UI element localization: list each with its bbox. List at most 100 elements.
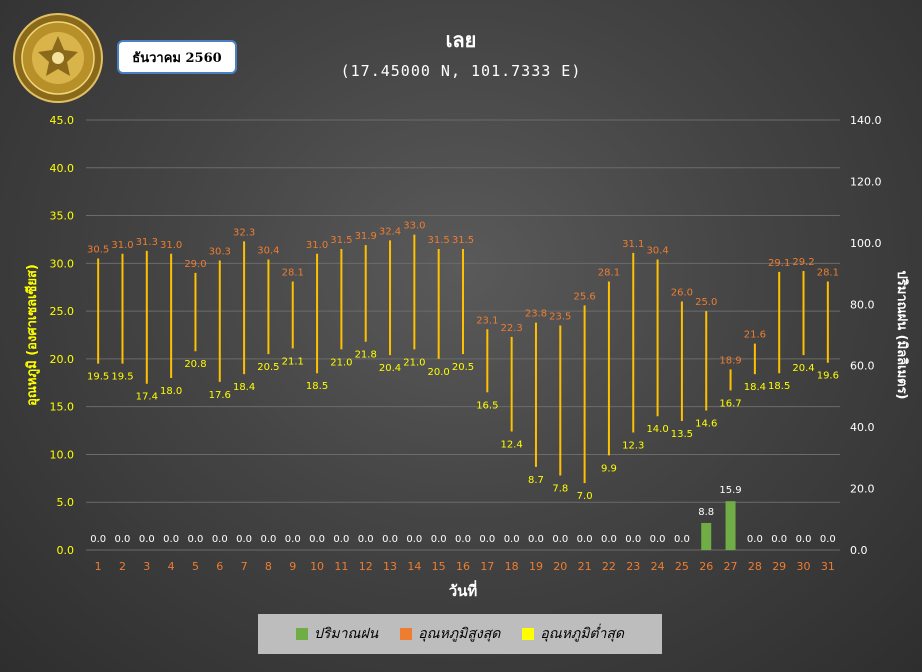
rain-value-label: 0.0	[552, 534, 568, 545]
x-tick-label: 27	[724, 560, 738, 573]
x-axis-label: วันที่	[449, 580, 478, 600]
rain-bar	[725, 501, 736, 550]
max-temp-label: 23.8	[525, 309, 547, 320]
y-tick-label-right: 100.0	[850, 237, 882, 250]
min-temp-label: 7.8	[552, 483, 568, 494]
min-temp-label: 18.5	[768, 381, 790, 392]
x-tick-label: 3	[143, 560, 150, 573]
x-tick-label: 6	[216, 560, 223, 573]
max-temp-label: 31.9	[355, 231, 377, 242]
min-temp-label: 21.0	[403, 357, 425, 368]
x-tick-label: 26	[699, 560, 713, 573]
rain-value-label: 8.8	[698, 507, 714, 518]
max-temp-label: 18.9	[719, 355, 741, 366]
rain-value-label: 0.0	[625, 534, 641, 545]
y-tick-label-left: 45.0	[50, 114, 75, 127]
x-tick-label: 24	[651, 560, 665, 573]
min-temp-label: 20.4	[792, 363, 814, 374]
min-temp-label: 21.0	[330, 357, 352, 368]
min-temp-label: 21.8	[355, 350, 377, 361]
rain-value-label: 0.0	[187, 534, 203, 545]
max-temp-label: 22.3	[501, 323, 523, 334]
y-tick-label-left: 0.0	[57, 544, 75, 557]
min-temp-label: 18.4	[233, 382, 255, 393]
y-axis-label-left: อุณหภูมิ (องศาเซลเซียส)	[24, 264, 40, 406]
x-tick-label: 5	[192, 560, 199, 573]
y-tick-label-left: 5.0	[57, 496, 75, 509]
max-temp-label: 23.1	[476, 315, 498, 326]
y-tick-label-left: 10.0	[50, 448, 75, 461]
rain-value-label: 0.0	[796, 534, 812, 545]
max-temp-label: 28.1	[282, 267, 304, 278]
y-tick-label-left: 30.0	[50, 257, 75, 270]
y-tick-label-right: 140.0	[850, 114, 882, 127]
meteorological-department-seal-icon	[13, 13, 103, 103]
x-tick-label: 22	[602, 560, 616, 573]
y-tick-label-right: 60.0	[850, 360, 875, 373]
min-temp-label: 17.4	[136, 392, 158, 403]
max-temp-label: 31.5	[452, 235, 474, 246]
legend-item-rain: ปริมาณฝน	[295, 623, 378, 645]
max-temp-label: 31.5	[330, 235, 352, 246]
x-tick-label: 7	[241, 560, 248, 573]
legend-item-min-temp: อุณหภูมิต่ำสุด	[522, 623, 624, 645]
y-tick-label-left: 20.0	[50, 353, 75, 366]
y-tick-label-left: 15.0	[50, 401, 75, 414]
legend-label-max-temp: อุณหภูมิสูงสุด	[418, 626, 501, 642]
y-axis-label-right: ปริมาณฝน (มิลลิเมตร)	[894, 270, 909, 399]
max-temp-label: 30.4	[646, 246, 668, 257]
max-temp-label: 31.1	[622, 239, 644, 250]
rain-value-label: 0.0	[820, 534, 836, 545]
max-temp-label: 31.0	[306, 240, 328, 251]
rain-value-label: 0.0	[163, 534, 179, 545]
rain-bar	[701, 522, 712, 550]
x-tick-label: 23	[626, 560, 640, 573]
y-tick-label-right: 20.0	[850, 483, 875, 496]
rain-value-label: 0.0	[285, 534, 301, 545]
min-temp-label: 12.3	[622, 440, 644, 451]
rain-value-label: 0.0	[528, 534, 544, 545]
legend-item-max-temp: อุณหภูมิสูงสุด	[400, 623, 500, 645]
x-tick-label: 9	[289, 560, 296, 573]
max-temp-label: 28.1	[598, 267, 620, 278]
x-tick-label: 20	[553, 560, 567, 573]
rain-value-label: 0.0	[90, 534, 106, 545]
min-temp-label: 8.7	[528, 475, 544, 486]
min-temp-label: 19.5	[111, 372, 133, 383]
min-temp-label: 18.0	[160, 386, 182, 397]
y-tick-label-left: 35.0	[50, 210, 75, 223]
max-temp-label: 29.1	[768, 258, 790, 269]
rain-value-label: 0.0	[577, 534, 593, 545]
legend-label-min-temp: อุณหภูมิต่ำสุด	[540, 626, 625, 642]
chart-legend: ปริมาณฝน อุณหภูมิสูงสุด อุณหภูมิต่ำสุด	[258, 614, 662, 654]
min-temp-label: 20.4	[379, 363, 401, 374]
rain-value-label: 0.0	[115, 534, 131, 545]
rain-value-label: 0.0	[747, 534, 763, 545]
month-label: ธันวาคม 2560	[117, 40, 237, 74]
min-temp-label: 14.0	[646, 424, 668, 435]
legend-swatch-min-temp	[522, 628, 535, 640]
x-tick-label: 15	[432, 560, 446, 573]
max-temp-label: 33.0	[403, 221, 425, 232]
max-temp-label: 29.0	[184, 259, 206, 270]
y-tick-label-right: 40.0	[850, 421, 875, 434]
rain-value-label: 0.0	[139, 534, 155, 545]
x-tick-label: 12	[359, 560, 373, 573]
rain-value-label: 0.0	[601, 534, 617, 545]
x-tick-label: 28	[748, 560, 762, 573]
x-tick-label: 16	[456, 560, 470, 573]
max-temp-label: 32.4	[379, 226, 401, 237]
rain-value-label: 0.0	[455, 534, 471, 545]
x-tick-label: 31	[821, 560, 835, 573]
rain-value-label: 15.9	[719, 485, 741, 496]
rain-value-label: 0.0	[771, 534, 787, 545]
y-tick-label-left: 25.0	[50, 305, 75, 318]
max-temp-label: 21.6	[744, 330, 766, 341]
rain-value-label: 0.0	[479, 534, 495, 545]
x-tick-label: 8	[265, 560, 272, 573]
min-temp-label: 19.6	[817, 371, 839, 382]
max-temp-label: 25.0	[695, 297, 717, 308]
max-temp-label: 31.0	[160, 240, 182, 251]
